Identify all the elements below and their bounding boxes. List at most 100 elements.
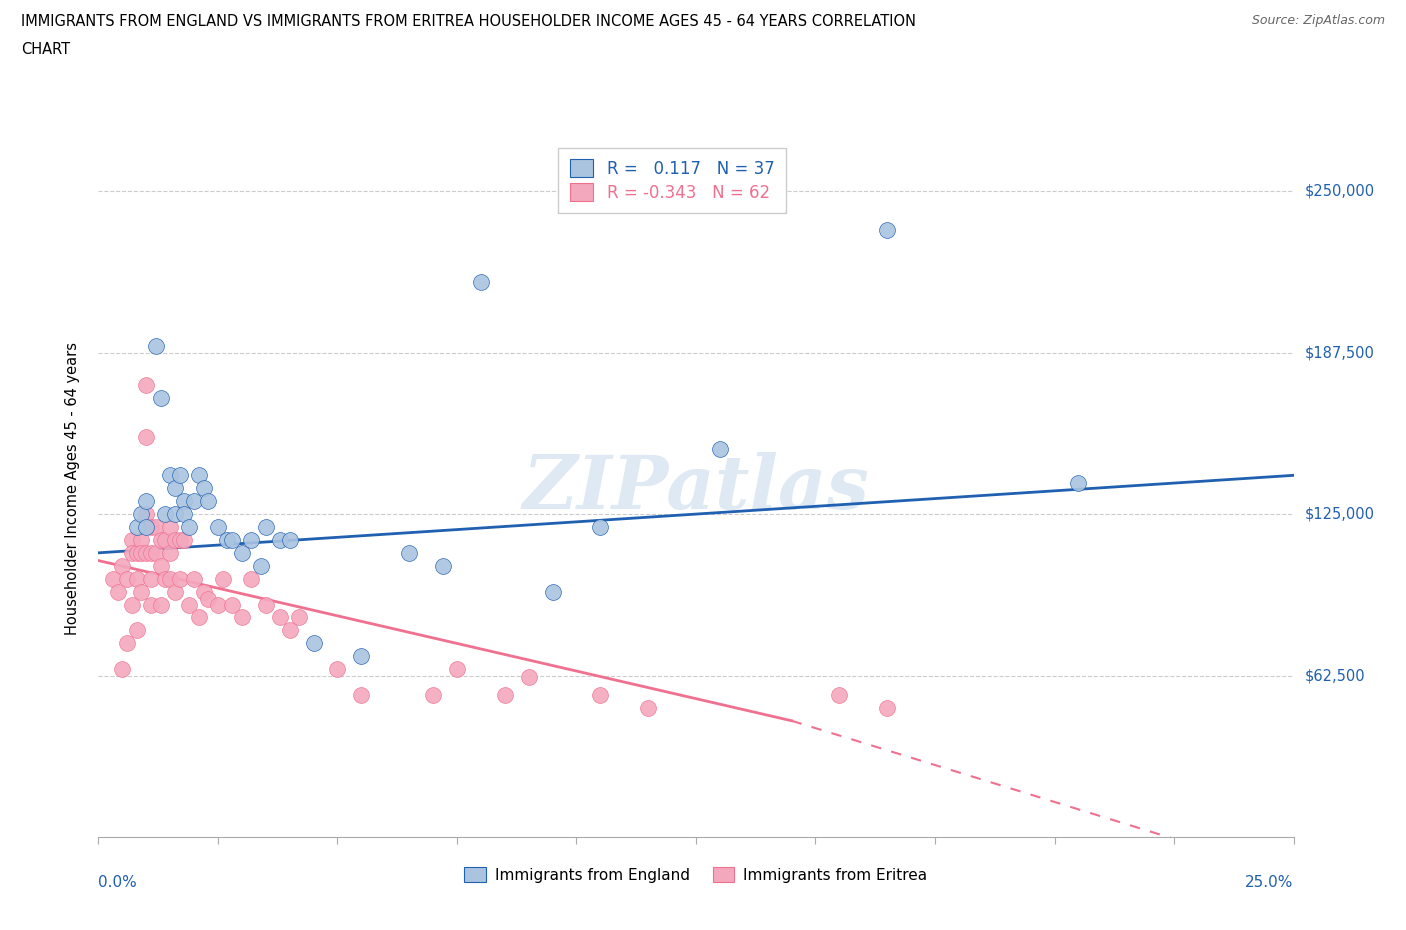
Point xyxy=(155,533,177,548)
Point xyxy=(111,558,134,573)
Point xyxy=(139,545,162,560)
Point xyxy=(221,597,243,612)
Point xyxy=(446,661,468,676)
Point xyxy=(422,687,444,702)
Point xyxy=(139,520,162,535)
Point xyxy=(163,533,186,548)
Point xyxy=(207,597,229,612)
Point xyxy=(125,623,148,638)
Point xyxy=(169,468,191,483)
Point xyxy=(131,507,153,522)
Point xyxy=(302,636,325,651)
Text: $187,500: $187,500 xyxy=(1305,345,1375,360)
Point xyxy=(107,584,129,599)
Point xyxy=(121,545,143,560)
Text: 0.0%: 0.0% xyxy=(98,875,138,890)
Text: $62,500: $62,500 xyxy=(1305,668,1365,683)
Point xyxy=(217,533,239,548)
Point xyxy=(121,533,143,548)
Point xyxy=(278,623,301,638)
Point xyxy=(145,520,167,535)
Point xyxy=(125,571,148,586)
Point xyxy=(159,468,181,483)
Point xyxy=(876,700,898,715)
Text: ZIPatlas: ZIPatlas xyxy=(523,452,869,525)
Point xyxy=(115,636,138,651)
Point xyxy=(169,571,191,586)
Point xyxy=(135,378,157,392)
Point xyxy=(211,571,233,586)
Point xyxy=(637,700,659,715)
Point xyxy=(149,558,172,573)
Point xyxy=(589,687,612,702)
Point xyxy=(135,507,157,522)
Point xyxy=(470,274,492,289)
Point xyxy=(541,584,564,599)
Point xyxy=(193,584,215,599)
Point xyxy=(121,597,143,612)
Point xyxy=(350,649,373,664)
Point xyxy=(269,610,291,625)
Point xyxy=(254,597,277,612)
Point xyxy=(159,571,181,586)
Point xyxy=(125,520,148,535)
Point xyxy=(179,597,201,612)
Point xyxy=(288,610,311,625)
Point xyxy=(197,494,219,509)
Point xyxy=(173,507,195,522)
Point xyxy=(131,545,153,560)
Text: CHART: CHART xyxy=(21,42,70,57)
Point xyxy=(398,545,420,560)
Point xyxy=(269,533,291,548)
Point xyxy=(183,494,205,509)
Point xyxy=(187,610,209,625)
Point xyxy=(240,533,263,548)
Point xyxy=(145,339,167,353)
Point xyxy=(589,520,612,535)
Point xyxy=(326,661,349,676)
Point xyxy=(115,571,138,586)
Text: $250,000: $250,000 xyxy=(1305,183,1375,199)
Point xyxy=(139,597,162,612)
Point xyxy=(149,391,172,405)
Text: 25.0%: 25.0% xyxy=(1246,875,1294,890)
Point xyxy=(149,533,172,548)
Point xyxy=(432,558,454,573)
Point xyxy=(250,558,273,573)
Point xyxy=(149,597,172,612)
Point xyxy=(163,481,186,496)
Point xyxy=(221,533,243,548)
Point xyxy=(207,520,229,535)
Point xyxy=(131,533,153,548)
Point xyxy=(101,571,124,586)
Point xyxy=(163,584,186,599)
Point xyxy=(193,481,215,496)
Point xyxy=(135,429,157,444)
Point xyxy=(1067,475,1090,490)
Text: $125,000: $125,000 xyxy=(1305,507,1375,522)
Point xyxy=(169,533,191,548)
Point xyxy=(173,533,195,548)
Point xyxy=(173,494,195,509)
Point xyxy=(197,591,219,606)
Point xyxy=(155,507,177,522)
Point xyxy=(125,545,148,560)
Point xyxy=(828,687,851,702)
Point xyxy=(183,571,205,586)
Point xyxy=(179,520,201,535)
Point xyxy=(517,670,540,684)
Point xyxy=(876,222,898,237)
Point xyxy=(131,584,153,599)
Text: Source: ZipAtlas.com: Source: ZipAtlas.com xyxy=(1251,14,1385,27)
Point xyxy=(111,661,134,676)
Point xyxy=(145,545,167,560)
Point xyxy=(135,494,157,509)
Point xyxy=(155,571,177,586)
Point xyxy=(163,507,186,522)
Y-axis label: Householder Income Ages 45 - 64 years: Householder Income Ages 45 - 64 years xyxy=(65,341,80,635)
Point xyxy=(278,533,301,548)
Point xyxy=(159,545,181,560)
Point xyxy=(254,520,277,535)
Point xyxy=(240,571,263,586)
Point xyxy=(231,545,253,560)
